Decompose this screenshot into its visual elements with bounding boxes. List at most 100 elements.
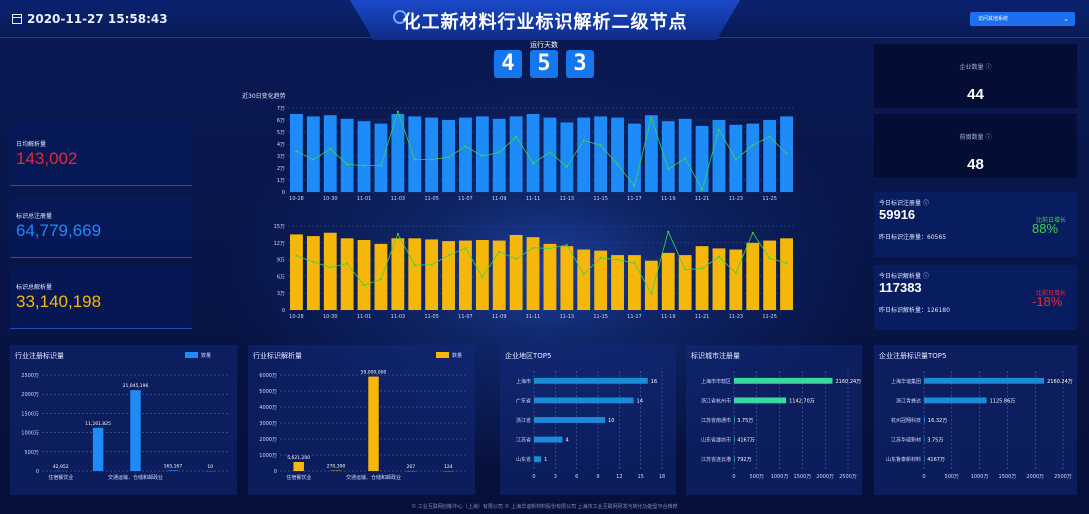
trend-bar (577, 249, 591, 310)
running-days-digit: 5 (530, 50, 558, 78)
daily-register-card: 今日标识注册量 ⓘ 59916 昨日标识注册量：60565 比前日增长 88% (874, 192, 1077, 257)
trend-point (717, 255, 720, 258)
bar (92, 427, 104, 471)
growth-value: 88% (1032, 221, 1059, 236)
globe-icon (393, 10, 407, 24)
trend-point (515, 258, 518, 261)
trend-point (295, 150, 298, 153)
x-tick-label: 11-05 (424, 196, 439, 202)
trend-bar (763, 120, 777, 192)
card-label: 今日标识注册量 ⓘ (879, 200, 929, 207)
chevron-down-icon: ⌄ (1063, 15, 1069, 23)
calendar-icon (12, 14, 22, 24)
industry-parse-panel: 行业标识解析量 数量 0 1000万 2000万 3000万 4000万 5000万 600… (248, 345, 475, 495)
x-tick-label: 11-19 (661, 196, 676, 202)
trend-point (447, 254, 450, 257)
bar (924, 397, 987, 404)
trend-point (599, 256, 602, 259)
y-tick-label: 4万 (277, 142, 285, 148)
bar-value-label: 270,390 (327, 464, 346, 470)
total-parse-card: 标识总解析量 33,140,198 (10, 266, 192, 329)
y-tick-label: 1000万 (259, 453, 277, 459)
x-tick-label: 2000万 (816, 474, 834, 480)
trend-point (701, 267, 704, 270)
y-tick-label: 山东鲁泰新材料 (886, 456, 921, 463)
x-tick-label: 0 (732, 474, 735, 480)
x-tick-label: 18 (659, 474, 665, 480)
trend-point (413, 264, 416, 267)
trend-bar (290, 234, 303, 310)
x-tick-label: 0 (532, 474, 535, 480)
footer: © 工业互联网创新中心（上海）有限公司 © 上海华谊新材料股份有限公司 上海市工… (411, 504, 678, 510)
x-tick-label: 2500万 (839, 474, 857, 480)
y-tick-label: 1万 (277, 178, 285, 184)
x-tick-label: 11-25 (762, 314, 777, 320)
industry-register-panel: 行业注册标识量 数量 0 500万 1000万 1500万 2000万 2500万 42,9… (10, 345, 237, 495)
trend-point (684, 268, 687, 271)
x-tick-label: 3 (554, 474, 557, 480)
trend-point (295, 254, 298, 257)
y-tick-label: 7万 (277, 106, 285, 112)
x-tick-label: 11-23 (729, 314, 744, 320)
x-tick-label: 11-17 (627, 196, 642, 202)
bar-value-label: 1142.70万 (789, 398, 815, 404)
total-register-card: 标识总注册量 64,779,669 (10, 195, 192, 258)
panel-title: 行业注册标识量 (15, 352, 64, 360)
trend-point (329, 147, 332, 150)
bar-value-label: 10 (207, 464, 213, 470)
yesterday-text: 昨日标识解析量：126180 (879, 307, 950, 314)
y-tick-label: 浙江青蜂达 (896, 397, 921, 404)
trend-point (379, 164, 382, 167)
trend-bar (357, 240, 371, 310)
x-tick-label: 1500万 (794, 474, 812, 480)
trend-bar (391, 238, 405, 310)
y-tick-label: 上海华谊集团 (891, 378, 921, 385)
y-tick-label: 12万 (274, 241, 285, 247)
bar (534, 397, 634, 404)
x-tick-label: 1000万 (771, 474, 789, 480)
bar (734, 397, 787, 404)
x-tick-label: 2000万 (1026, 474, 1044, 480)
bar (924, 377, 1045, 384)
trend-point (396, 110, 399, 113)
bar (924, 417, 925, 423)
trend-point (532, 162, 535, 165)
y-tick-label: 0 (282, 190, 285, 196)
y-tick-label: 500万 (24, 450, 39, 456)
trend-point (565, 165, 568, 168)
x-tick-label: 11-15 (593, 314, 608, 320)
bar (924, 436, 925, 443)
bar (734, 377, 833, 384)
trend-point (515, 135, 518, 138)
running-days-label: 运行天数 (530, 41, 558, 49)
trend-bar (459, 117, 472, 192)
x-tick-label: 11-25 (762, 196, 777, 202)
trend-line (296, 110, 787, 191)
bar-value-label: 1125.86万 (990, 398, 1016, 404)
trend-bar (425, 239, 439, 310)
x-tick-label: 1500万 (999, 474, 1017, 480)
trend-bar (661, 252, 675, 310)
system-select[interactable]: 访问其他系统 ⌄ (970, 12, 1075, 26)
y-tick-label: 0 (36, 469, 39, 475)
bar-value-label: 4167万 (927, 457, 945, 463)
enterprise-count-card: 企业数量 ⓘ 44 (874, 44, 1077, 108)
y-tick-label: 江苏华威新材 (891, 437, 921, 444)
info-icon: ⓘ (922, 273, 929, 280)
enterprise-top5-panel: 企业注册标识量TOP5 0 500万 1000万 1500万 2000万 2500万 上海华… (874, 345, 1077, 495)
trend-bar (526, 237, 540, 310)
y-tick-label: 杭州冠翔科技 (891, 417, 921, 424)
x-tick-label: 2500万 (1054, 474, 1072, 480)
bar (368, 376, 379, 471)
title-banner (350, 0, 740, 40)
industry-parse-chart: 0 1000万 2000万 3000万 4000万 5000万 6000万 5,621,200… (259, 370, 467, 481)
x-tick-label: 住宿餐饮业 (286, 474, 311, 481)
legend: 数量 (185, 352, 211, 359)
bar-value-label: 2160.24万 (836, 379, 862, 385)
card-value: 143,002 (16, 149, 78, 168)
trend-point (430, 263, 433, 266)
trend-bar (611, 117, 624, 192)
trend-point (751, 144, 754, 147)
y-tick-label: 2000万 (21, 392, 39, 398)
trend-point (616, 258, 619, 261)
